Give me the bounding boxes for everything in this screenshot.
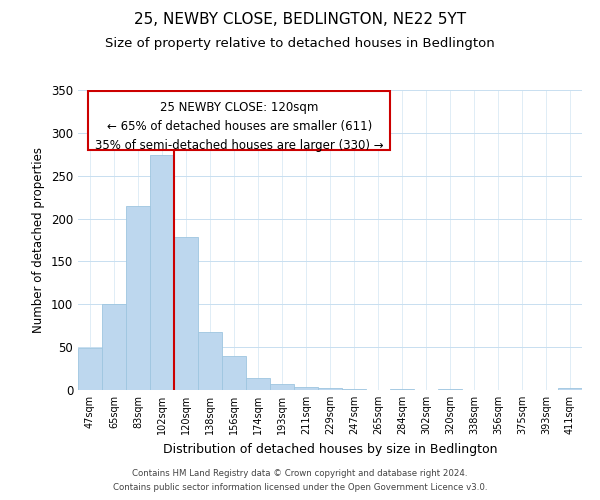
Bar	[198, 332, 222, 390]
Bar	[102, 304, 126, 390]
Bar	[222, 356, 246, 390]
Bar	[150, 155, 174, 390]
FancyBboxPatch shape	[88, 92, 391, 150]
Text: Contains public sector information licensed under the Open Government Licence v3: Contains public sector information licen…	[113, 484, 487, 492]
Text: ← 65% of detached houses are smaller (611): ← 65% of detached houses are smaller (61…	[107, 120, 372, 133]
Text: 25 NEWBY CLOSE: 120sqm: 25 NEWBY CLOSE: 120sqm	[160, 100, 319, 114]
Text: 35% of semi-detached houses are larger (330) →: 35% of semi-detached houses are larger (…	[95, 140, 383, 152]
Text: 25, NEWBY CLOSE, BEDLINGTON, NE22 5YT: 25, NEWBY CLOSE, BEDLINGTON, NE22 5YT	[134, 12, 466, 28]
Text: Size of property relative to detached houses in Bedlington: Size of property relative to detached ho…	[105, 38, 495, 51]
Bar	[246, 378, 270, 390]
Bar	[318, 388, 342, 390]
Text: Contains HM Land Registry data © Crown copyright and database right 2024.: Contains HM Land Registry data © Crown c…	[132, 468, 468, 477]
X-axis label: Distribution of detached houses by size in Bedlington: Distribution of detached houses by size …	[163, 442, 497, 456]
Bar	[294, 388, 318, 390]
Bar	[558, 388, 582, 390]
Bar	[78, 348, 102, 390]
Bar	[390, 389, 414, 390]
Bar	[126, 206, 150, 390]
Y-axis label: Number of detached properties: Number of detached properties	[32, 147, 46, 333]
Bar	[270, 384, 294, 390]
Bar	[342, 389, 366, 390]
Bar	[438, 389, 462, 390]
Bar	[174, 238, 198, 390]
